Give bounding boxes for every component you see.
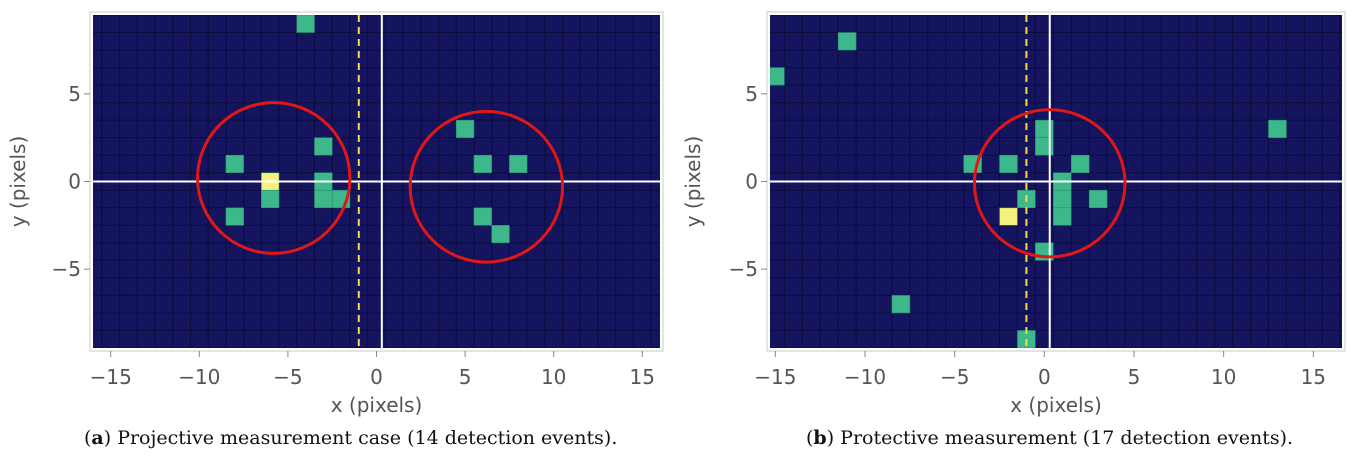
x-tick-label: 10 <box>1211 365 1236 389</box>
x-axis-label: x (pixels) <box>331 393 423 417</box>
x-tick-label: 0 <box>1038 365 1051 389</box>
caption-b-letter: b <box>813 427 827 449</box>
x-tick-label: 5 <box>1128 365 1141 389</box>
detection-cell <box>296 15 315 33</box>
y-tick-label: −5 <box>52 257 81 281</box>
x-tick-label: −15 <box>90 365 132 389</box>
detection-cell <box>509 154 528 174</box>
fit-circle <box>408 109 565 264</box>
plot-area <box>93 15 660 348</box>
detection-cell <box>999 154 1018 174</box>
fit-circle <box>972 108 1127 259</box>
detection-cell <box>261 189 280 209</box>
detection-cell <box>1053 189 1072 209</box>
detection-cell <box>1268 119 1287 138</box>
detection-cell <box>491 225 510 244</box>
detection-cell <box>314 137 333 156</box>
y-axis-label: y (pixels) <box>681 136 705 228</box>
detection-cell <box>1088 189 1108 209</box>
y-tick-label: 0 <box>68 170 81 194</box>
x-tick-label: 15 <box>1301 365 1326 389</box>
x-tick-label: −10 <box>178 365 220 389</box>
panel-b: −15 −10 −5 0 5 10 15 −5 0 5 x (pixels) y (pixels) <box>681 11 1346 417</box>
caption-a: (a) Projective measurement case (14 dete… <box>84 427 618 449</box>
plot-area <box>770 15 1342 348</box>
detection-cell <box>225 154 244 174</box>
detection-cell <box>473 154 492 174</box>
x-tick-label: 0 <box>370 365 383 389</box>
y-tick-label: 5 <box>68 82 81 106</box>
detection-cell <box>770 67 785 86</box>
detection-cell <box>1070 154 1090 174</box>
detection-cell <box>837 32 857 51</box>
detection-cell <box>314 189 333 209</box>
detection-cell <box>999 207 1018 226</box>
caption-b: (b) Protective measurement (17 detection… <box>806 427 1294 449</box>
detection-cell <box>891 295 911 314</box>
panel-a: −15 −10 −5 0 5 10 15 −5 0 5 x (pixels) y (pixels) <box>6 11 664 417</box>
detection-cell <box>455 119 475 138</box>
y-tick-label: 5 <box>745 82 758 106</box>
x-axis-label: x (pixels) <box>1010 393 1102 417</box>
x-tick-label: 5 <box>459 365 472 389</box>
x-tick-label: 10 <box>541 365 566 389</box>
x-tick-label: −10 <box>844 365 886 389</box>
fit-circle <box>196 101 352 255</box>
x-tick-label: −15 <box>754 365 796 389</box>
y-tick-label: 0 <box>745 170 758 194</box>
detection-cell <box>473 207 492 226</box>
x-tick-label: −5 <box>940 365 969 389</box>
caption-a-text: Projective measurement case (14 detectio… <box>117 427 618 449</box>
y-axis-label: y (pixels) <box>6 136 30 228</box>
detection-cell <box>225 207 244 226</box>
caption-a-letter: a <box>91 427 104 449</box>
caption-b-text: Protective measurement (17 detection eve… <box>840 427 1294 449</box>
x-tick-label: −5 <box>273 365 302 389</box>
x-tick-label: 15 <box>630 365 655 389</box>
y-tick-label: −5 <box>729 257 758 281</box>
detection-cell <box>1053 207 1072 226</box>
